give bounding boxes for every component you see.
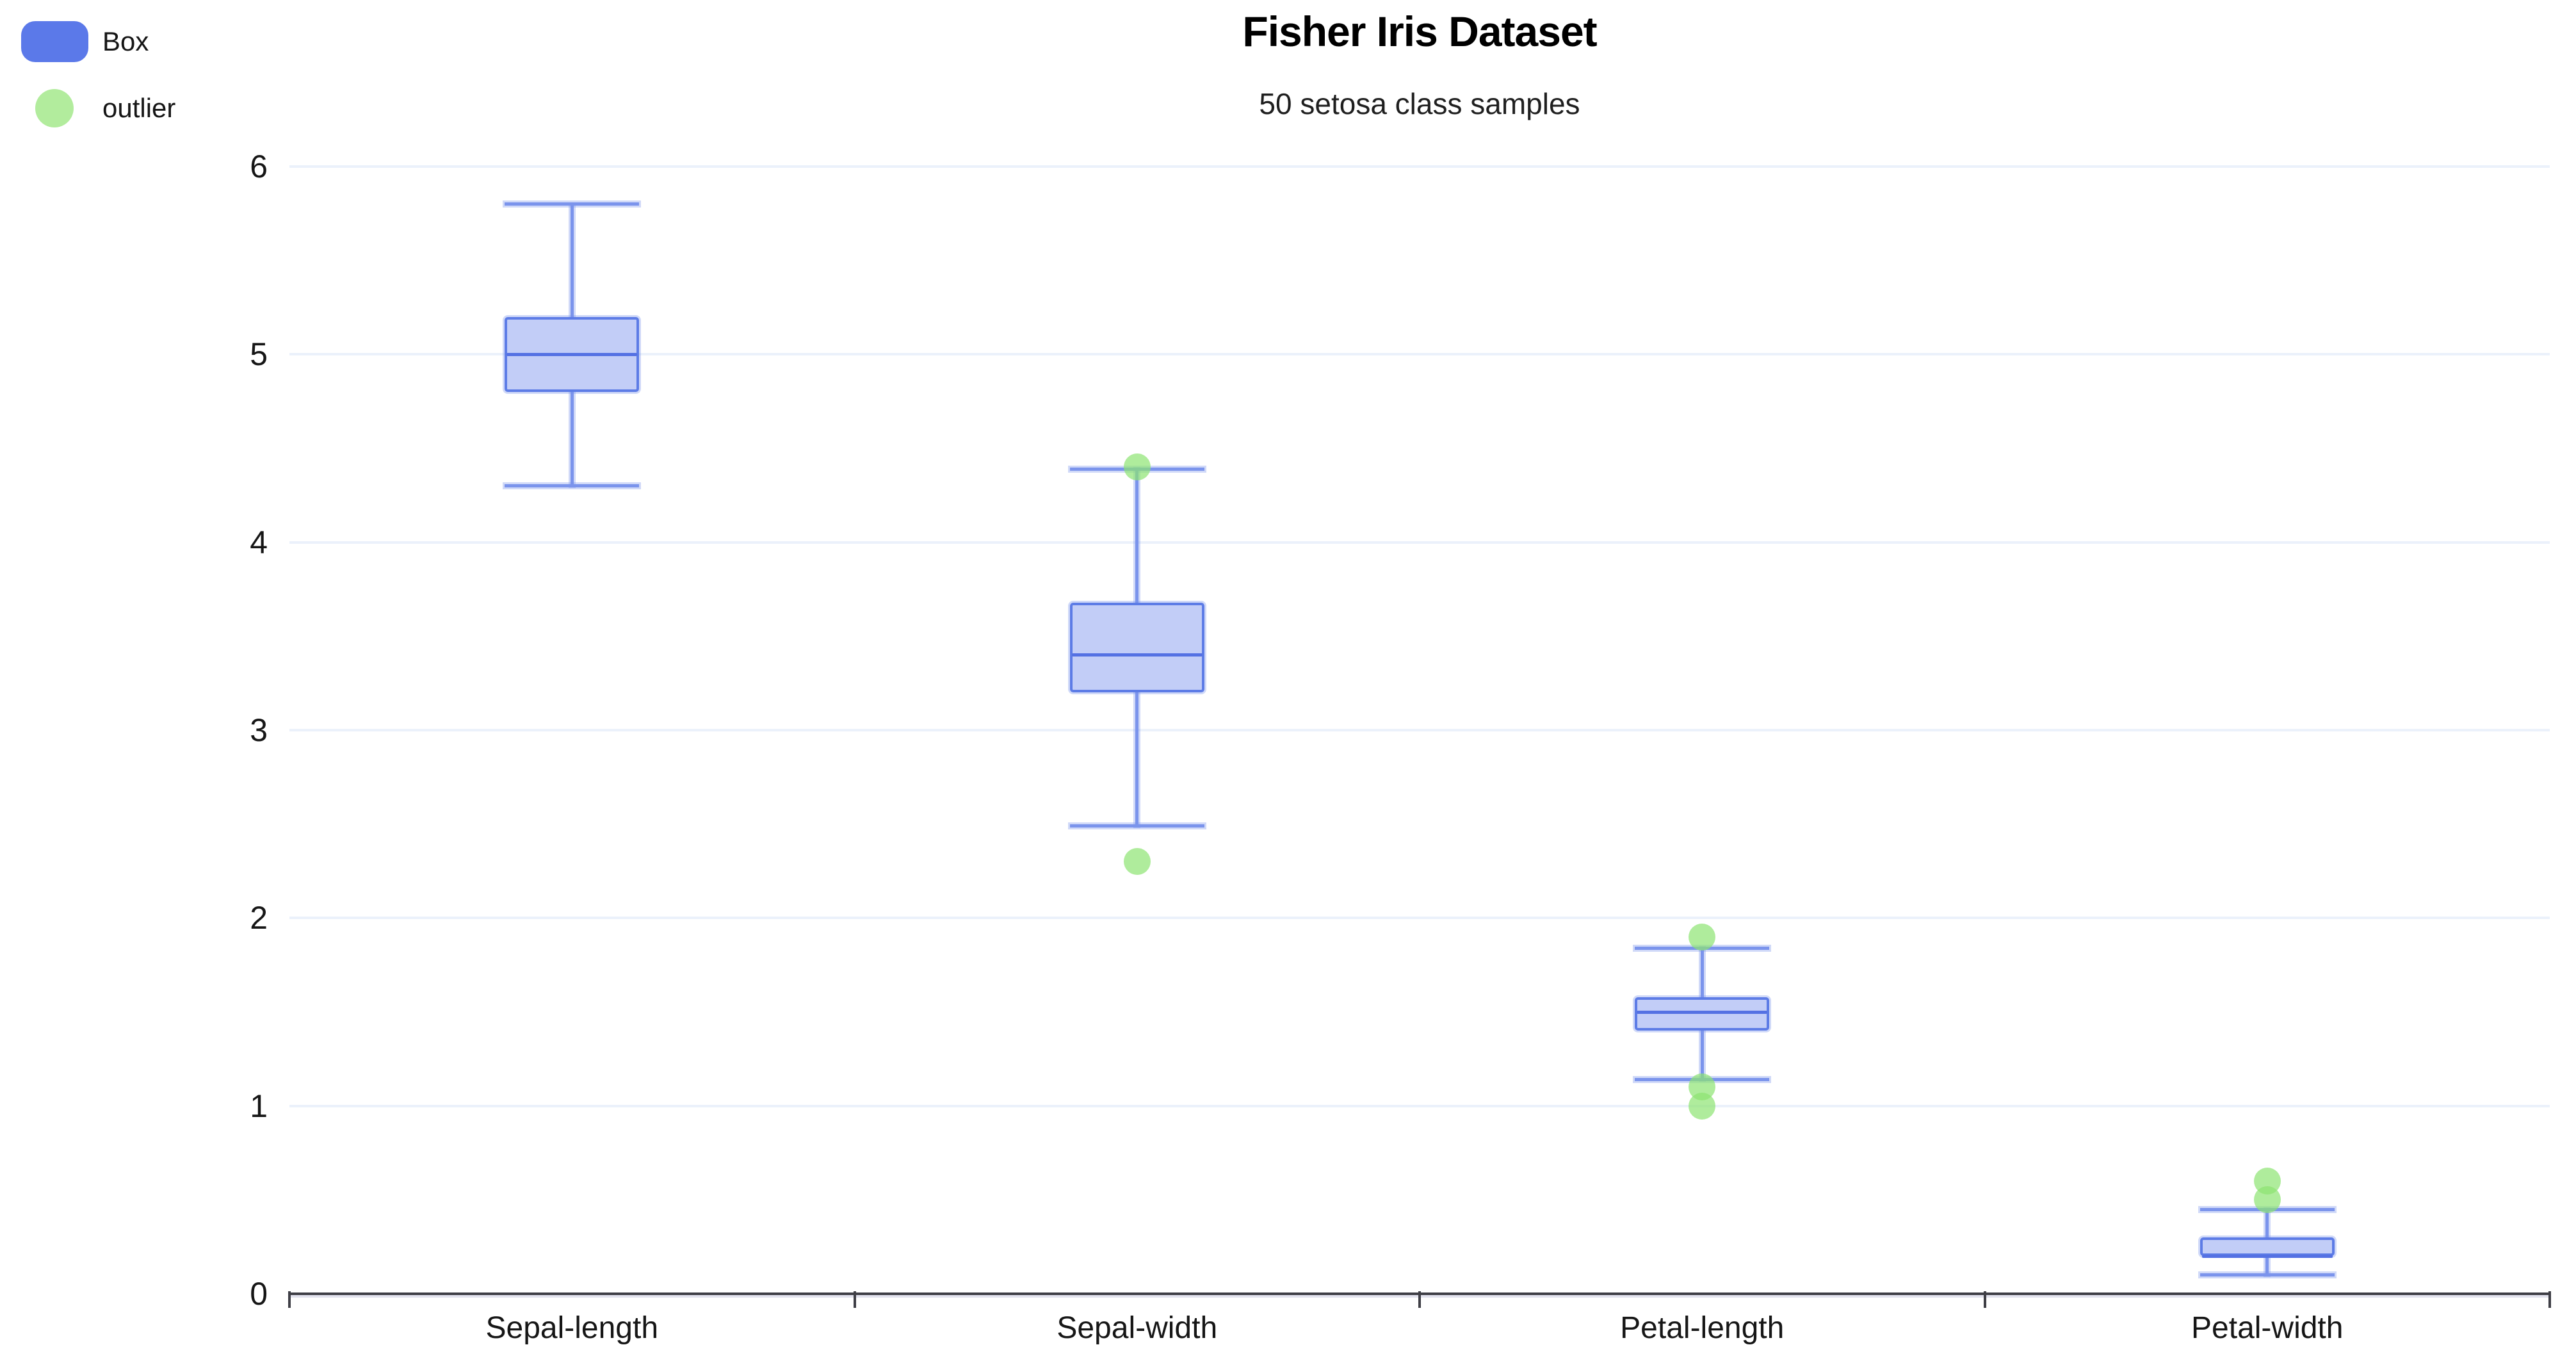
y-gridline: [289, 917, 2550, 920]
y-gridline: [289, 353, 2550, 356]
lower-whisker-cap-sepal-width: [1069, 824, 1204, 828]
x-axis-tick: [2548, 1291, 2551, 1308]
x-axis-tick: [288, 1291, 291, 1308]
x-axis-tick: [1983, 1291, 1986, 1308]
x-axis-tick: [853, 1291, 856, 1308]
y-axis-tick-label: 3: [250, 712, 268, 748]
lower-whisker-cap-petal-width: [2199, 1273, 2335, 1277]
median-line-sepal-width: [1071, 653, 1203, 657]
x-axis-tick: [1418, 1291, 1421, 1308]
y-axis-tick-label: 5: [250, 336, 268, 373]
x-axis-category-label: Sepal-length: [485, 1311, 659, 1345]
y-axis-tick-label: 2: [250, 900, 268, 936]
box-series-swatch-icon: [21, 21, 88, 62]
chart-title: Fisher Iris Dataset: [1242, 8, 1597, 55]
upper-whisker-cap-sepal-length: [505, 202, 640, 206]
box-petal-width[interactable]: [2199, 1237, 2335, 1257]
median-line-petal-length: [1637, 1010, 1768, 1014]
y-gridline: [289, 1104, 2550, 1107]
x-axis-category-label: Sepal-width: [1057, 1311, 1218, 1345]
outlier-dot-petal-length[interactable]: [1689, 1073, 1716, 1101]
chart-subtitle: 50 setosa class samples: [1259, 87, 1580, 120]
y-axis-tick-label: 0: [250, 1276, 268, 1312]
outlier-dot-petal-length[interactable]: [1689, 923, 1716, 950]
median-line-petal-width: [2201, 1254, 2333, 1258]
legend-item-box[interactable]: Box: [21, 21, 175, 62]
y-axis-tick-label: 6: [250, 149, 268, 184]
legend: Box outlier: [21, 21, 175, 129]
x-axis-category-label: Petal-length: [1620, 1311, 1785, 1345]
box-petal-length[interactable]: [1635, 997, 1770, 1031]
median-line-sepal-length: [506, 352, 638, 356]
y-axis-tick-label: 1: [250, 1088, 268, 1124]
y-gridline: [289, 541, 2550, 544]
y-axis-tick-label: 4: [250, 524, 268, 560]
outlier-dot-sepal-width[interactable]: [1123, 848, 1151, 876]
y-gridline: [289, 729, 2550, 731]
legend-item-label: outlier: [102, 93, 176, 123]
x-axis-category-label: Petal-width: [2191, 1311, 2344, 1345]
legend-item-outlier[interactable]: outlier: [21, 88, 175, 129]
legend-item-label: Box: [102, 26, 149, 56]
outlier-dot-petal-width[interactable]: [2253, 1168, 2281, 1195]
lower-whisker-cap-sepal-length: [505, 484, 640, 488]
outlier-dot-sepal-width[interactable]: [1123, 453, 1151, 481]
outlier-series-swatch-icon: [35, 89, 74, 127]
box-sepal-width[interactable]: [1069, 602, 1204, 693]
y-gridline: [289, 165, 2550, 168]
